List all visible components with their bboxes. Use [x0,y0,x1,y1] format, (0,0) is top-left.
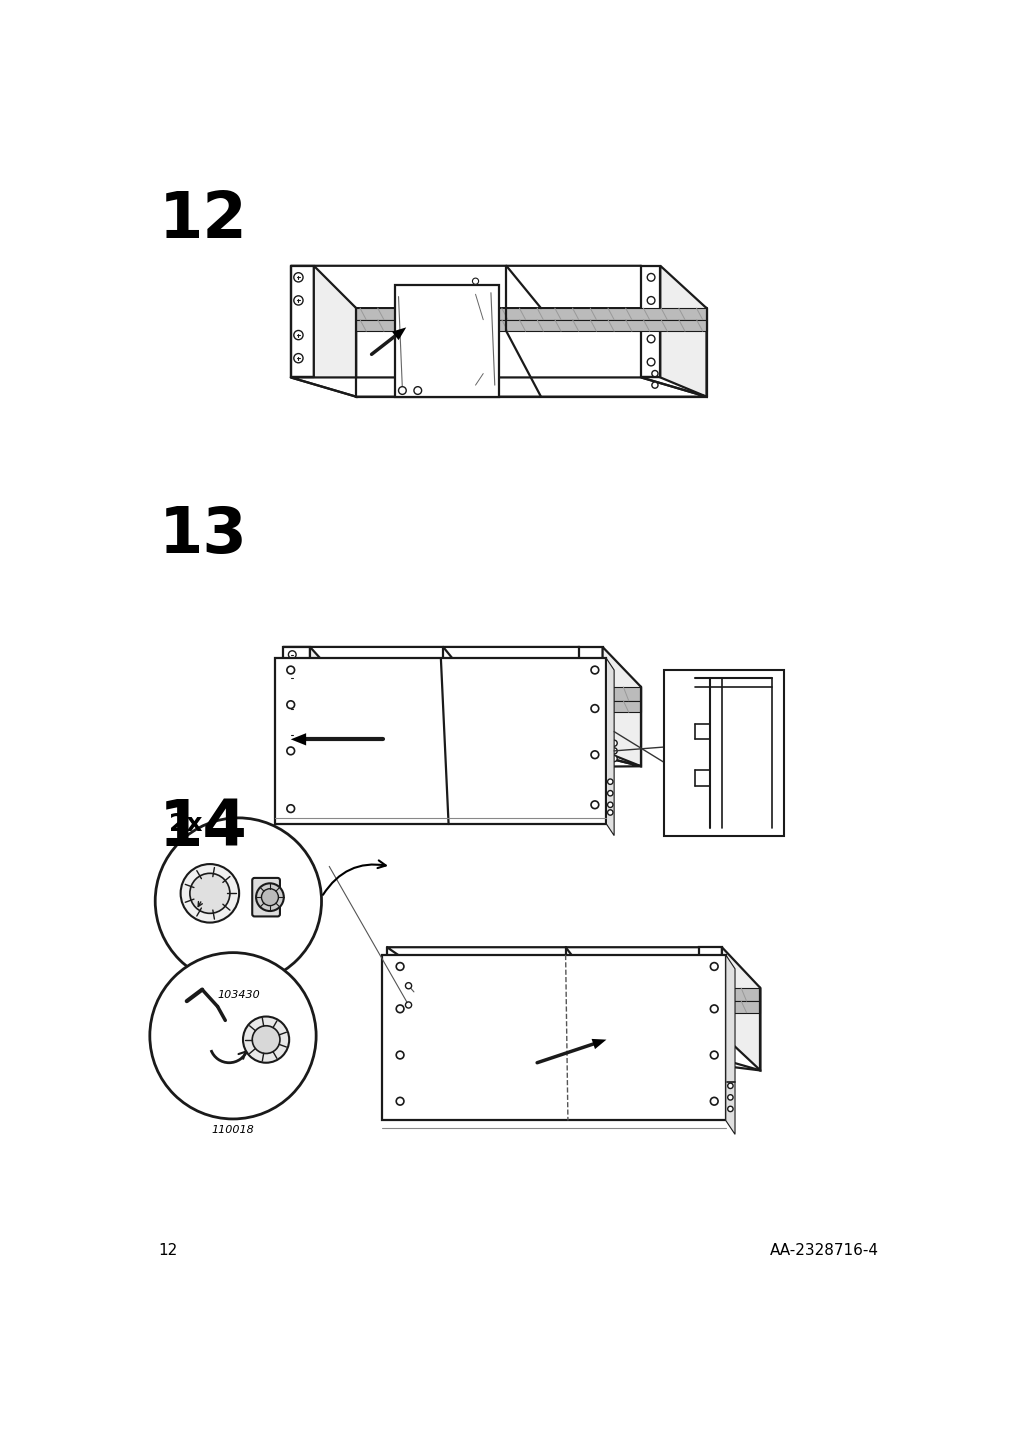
Circle shape [155,818,321,984]
Circle shape [607,779,613,785]
Circle shape [647,358,654,367]
Polygon shape [283,647,640,687]
Polygon shape [721,947,759,1071]
Bar [663,670,783,836]
Circle shape [472,278,478,285]
Circle shape [727,1094,732,1100]
Circle shape [727,1107,732,1111]
Circle shape [413,387,422,394]
Polygon shape [275,659,606,823]
Text: 12: 12 [158,1243,177,1257]
Circle shape [288,705,296,712]
Circle shape [261,889,278,905]
Polygon shape [313,266,356,397]
Circle shape [590,666,599,674]
Circle shape [286,700,294,709]
Circle shape [190,874,229,914]
Circle shape [256,884,283,911]
Circle shape [243,1017,289,1063]
Text: 14: 14 [158,798,247,859]
Polygon shape [290,733,305,746]
Polygon shape [446,1001,759,1012]
FancyBboxPatch shape [252,878,280,916]
Polygon shape [290,266,706,308]
Circle shape [396,962,403,971]
Circle shape [647,274,654,281]
Circle shape [647,335,654,342]
Circle shape [398,387,405,394]
Polygon shape [394,285,498,397]
Circle shape [607,809,613,815]
Polygon shape [391,328,405,341]
Circle shape [180,863,239,922]
Circle shape [710,1005,718,1012]
Circle shape [396,1051,403,1058]
Circle shape [252,1025,280,1054]
Circle shape [150,952,315,1118]
Circle shape [727,1083,732,1088]
Circle shape [607,802,613,808]
Circle shape [293,272,302,282]
Polygon shape [356,308,706,319]
Circle shape [607,790,613,796]
Text: 110018: 110018 [211,1126,254,1136]
Circle shape [286,805,294,812]
Circle shape [288,674,296,682]
Circle shape [590,750,599,759]
Circle shape [710,1051,718,1058]
Polygon shape [290,378,706,397]
Circle shape [396,1005,403,1012]
Circle shape [590,705,599,712]
Polygon shape [699,947,721,1053]
Polygon shape [660,266,706,397]
Circle shape [405,982,411,990]
Polygon shape [725,955,734,1134]
Text: 13: 13 [158,504,247,567]
Circle shape [651,371,657,377]
Polygon shape [579,647,602,750]
Polygon shape [283,750,640,769]
Circle shape [288,732,296,739]
Circle shape [293,354,302,362]
Circle shape [611,740,617,746]
Polygon shape [290,266,313,378]
Circle shape [611,748,617,755]
Circle shape [396,1097,403,1106]
Text: 12: 12 [158,189,247,251]
Polygon shape [309,647,346,769]
Polygon shape [386,1012,759,1071]
Polygon shape [606,659,614,836]
Circle shape [286,748,294,755]
Circle shape [590,800,599,809]
Circle shape [651,382,657,388]
Circle shape [293,296,302,305]
Circle shape [647,296,654,304]
Text: 2x: 2x [169,812,202,836]
Circle shape [286,666,294,674]
Polygon shape [640,266,660,378]
Polygon shape [591,1038,606,1050]
Circle shape [293,331,302,339]
Text: AA-2328716-4: AA-2328716-4 [769,1243,879,1257]
Polygon shape [356,319,706,331]
Polygon shape [446,988,759,1001]
Circle shape [710,1097,718,1106]
Circle shape [710,962,718,971]
Polygon shape [381,955,725,1120]
Circle shape [288,650,296,659]
Circle shape [611,756,617,762]
Circle shape [405,1002,411,1008]
Text: 103430: 103430 [216,991,260,1001]
Polygon shape [386,947,759,988]
Polygon shape [346,700,640,712]
Polygon shape [602,647,640,766]
Polygon shape [283,647,309,750]
Polygon shape [346,687,640,700]
